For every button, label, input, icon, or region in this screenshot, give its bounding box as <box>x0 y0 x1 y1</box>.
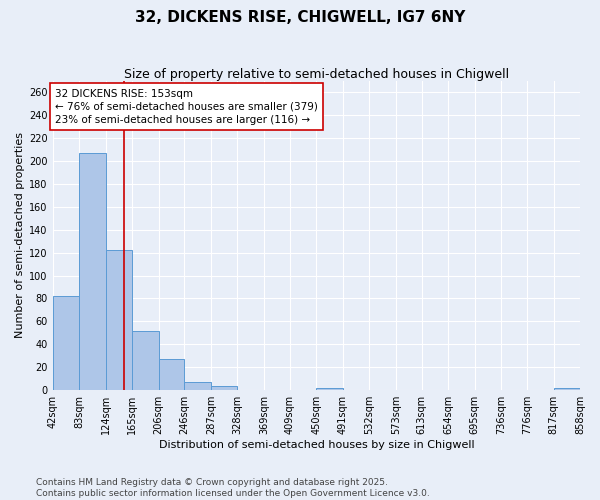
Bar <box>211 386 238 390</box>
Text: Contains HM Land Registry data © Crown copyright and database right 2025.
Contai: Contains HM Land Registry data © Crown c… <box>36 478 430 498</box>
Bar <box>132 330 158 390</box>
Bar <box>316 388 343 390</box>
Bar <box>79 153 106 390</box>
Y-axis label: Number of semi-detached properties: Number of semi-detached properties <box>15 132 25 338</box>
Text: 32 DICKENS RISE: 153sqm
← 76% of semi-detached houses are smaller (379)
23% of s: 32 DICKENS RISE: 153sqm ← 76% of semi-de… <box>55 88 318 125</box>
Bar <box>554 388 580 390</box>
Title: Size of property relative to semi-detached houses in Chigwell: Size of property relative to semi-detach… <box>124 68 509 80</box>
Text: 32, DICKENS RISE, CHIGWELL, IG7 6NY: 32, DICKENS RISE, CHIGWELL, IG7 6NY <box>135 10 465 25</box>
X-axis label: Distribution of semi-detached houses by size in Chigwell: Distribution of semi-detached houses by … <box>158 440 474 450</box>
Bar <box>106 250 132 390</box>
Bar <box>53 296 79 390</box>
Bar <box>158 359 184 390</box>
Bar <box>184 382 211 390</box>
